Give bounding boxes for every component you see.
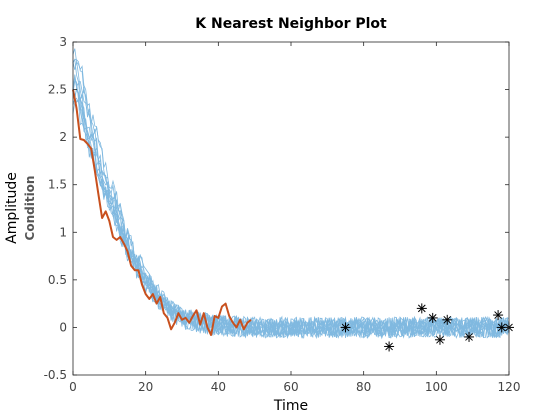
chart-title: K Nearest Neighbor Plot xyxy=(195,16,387,32)
neighbor-series-line xyxy=(72,88,510,338)
neighbor-series-line xyxy=(72,87,510,340)
x-tick-label: 80 xyxy=(356,380,371,394)
y-tick-label: 0 xyxy=(59,320,67,334)
x-tick-label: 100 xyxy=(425,380,448,394)
x-axis-label: Time xyxy=(273,398,308,414)
y-tick-label: 0.5 xyxy=(48,273,67,287)
y-tick-label: 3 xyxy=(59,35,67,49)
x-tick-label: 0 xyxy=(69,380,77,394)
endpoint-marker xyxy=(416,303,427,314)
y-tick-label: 1 xyxy=(59,225,67,239)
x-tick-label: 40 xyxy=(211,380,226,394)
y-axis-sublabel: Condition xyxy=(23,176,37,241)
x-tick-label: 20 xyxy=(138,380,153,394)
y-tick-label: 1.5 xyxy=(48,178,67,192)
y-tick-label: 2 xyxy=(59,130,67,144)
query-series-line xyxy=(72,89,252,336)
y-axis-label: Amplitude xyxy=(4,172,20,244)
query-series-group xyxy=(72,89,252,336)
y-tick-label: -0.5 xyxy=(44,368,67,382)
x-tick-label: 120 xyxy=(498,380,521,394)
y-tick-label: 2.5 xyxy=(48,83,67,97)
axis-ticks: 0 20 40 60 80 100 120-0.500.511.522.53 xyxy=(44,35,521,394)
x-tick-label: 60 xyxy=(283,380,298,394)
endpoint-marker xyxy=(442,314,453,325)
endpoint-marker xyxy=(340,322,351,333)
endpoint-marker xyxy=(464,331,475,342)
endpoint-marker xyxy=(427,312,438,323)
endpoint-marker xyxy=(496,322,507,333)
neighbor-series-line xyxy=(72,81,510,339)
endpoint-marker xyxy=(434,334,445,345)
endpoint-marker xyxy=(493,310,504,321)
endpoint-marker xyxy=(384,341,395,352)
marker-group xyxy=(340,303,514,352)
